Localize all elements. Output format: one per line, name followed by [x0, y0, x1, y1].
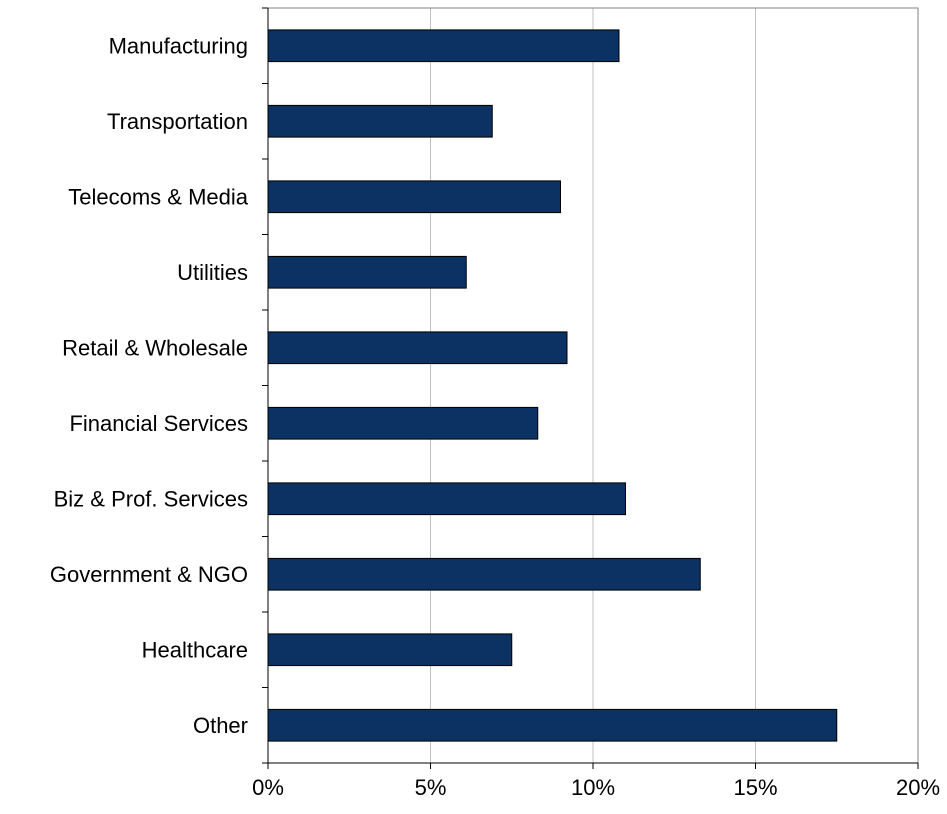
category-label: Healthcare: [142, 637, 248, 662]
category-label: Other: [193, 713, 248, 738]
bar: [267, 180, 561, 214]
category-label: Biz & Prof. Services: [54, 486, 248, 511]
category-labels: Manufacturing Transportation Telecoms & Me…: [50, 33, 249, 738]
bar: [267, 482, 626, 516]
category-label: Financial Services: [69, 411, 248, 436]
x-tick-label: 20%: [896, 775, 940, 800]
bar: [267, 331, 568, 365]
category-label: Telecoms & Media: [68, 184, 249, 209]
bar: [267, 29, 620, 63]
bars: [267, 29, 838, 742]
category-label: Manufacturing: [109, 33, 248, 58]
bar: [267, 104, 493, 138]
x-tick-label: 10%: [571, 775, 615, 800]
bar: [267, 557, 701, 591]
bar: [267, 255, 467, 289]
category-label: Government & NGO: [50, 562, 248, 587]
bar: [267, 708, 838, 742]
axes: [262, 7, 919, 769]
x-tick-labels: 0% 5% 10% 15% 20%: [252, 775, 940, 800]
x-tick-label: 0%: [252, 775, 284, 800]
bar: [267, 406, 539, 440]
category-label: Retail & Wholesale: [62, 335, 248, 360]
category-label: Utilities: [177, 260, 248, 285]
bar: [267, 633, 513, 667]
category-label: Transportation: [107, 109, 248, 134]
x-tick-label: 15%: [733, 775, 777, 800]
x-tick-label: 5%: [415, 775, 447, 800]
